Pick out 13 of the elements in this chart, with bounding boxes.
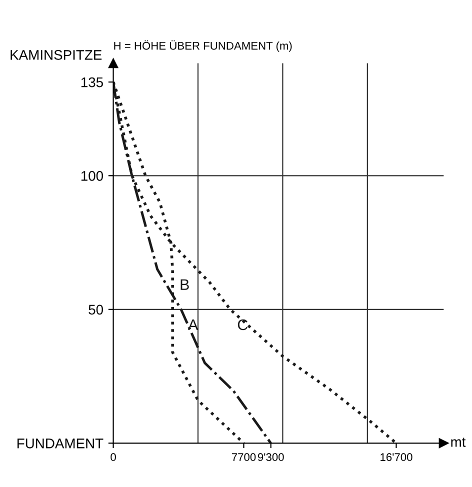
annotation: KAMINSPITZE (10, 50, 102, 60)
x-tick-label: 9'300 (258, 453, 284, 462)
series-label: B (180, 279, 189, 290)
x-tick-label: 16'700 (380, 453, 412, 462)
x-axis-title: mt (451, 438, 466, 447)
y-tick-label: 135 (81, 77, 103, 88)
y-axis-title: H = HÖHE ÜBER FUNDAMENT (m) (114, 40, 292, 52)
series-label: C (238, 319, 248, 330)
y-tick-label: 50 (88, 304, 104, 315)
x-tick-label: 0 (110, 453, 116, 462)
x-tick-label: 7700 (232, 453, 256, 462)
y-tick-label: FUNDAMENT (18, 438, 104, 448)
y-tick-label: 100 (81, 170, 104, 181)
